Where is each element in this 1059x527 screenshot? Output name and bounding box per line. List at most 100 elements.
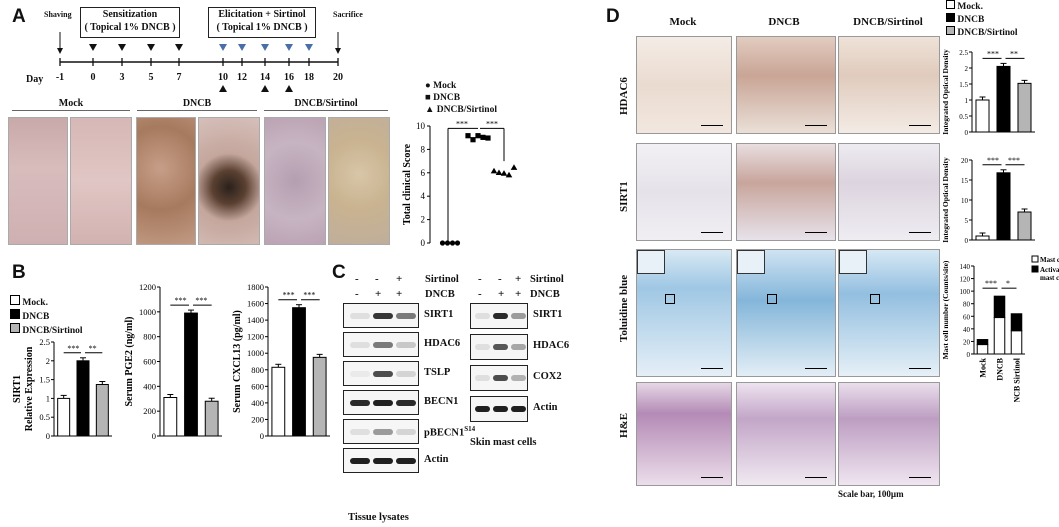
- day-tick-label: 5: [148, 72, 154, 83]
- y-axis-label: Serum PGE2 (ng/ml): [124, 317, 135, 407]
- scale-bar: [701, 476, 723, 478]
- photo-mock-1: [8, 117, 68, 245]
- y-tick-label: 400: [251, 398, 264, 408]
- scatter-point-dncb-sirtinol: [510, 164, 518, 170]
- y-tick-label: 4: [421, 191, 426, 201]
- histology-tile-r2-c1: [736, 249, 836, 377]
- x-tick-label: DNCB Sirtinol: [1013, 357, 1022, 402]
- lane-sign-dncb: +: [375, 288, 382, 300]
- row-toluidine: Toluidine blue: [618, 274, 630, 342]
- histology-tile-r0-c2: [838, 36, 940, 134]
- y-tick-label: 8: [421, 144, 426, 154]
- y-tick-label: 1000: [139, 307, 156, 317]
- scale-bar: [701, 367, 723, 369]
- down-triangle-icon: [219, 44, 227, 51]
- scatter-point-dncb: [480, 134, 486, 140]
- blot-band: [350, 313, 370, 319]
- sensitization-sub: ( Topical 1% DNCB ): [84, 22, 176, 33]
- lane-sign-dncb: +: [396, 288, 403, 300]
- sig-label: ***: [486, 119, 498, 128]
- y-tick-label: 1200: [247, 332, 264, 342]
- legend-d-mock: Mock.: [946, 0, 1018, 13]
- panel-c-letter: C: [332, 262, 346, 283]
- y-axis-label: Serum CXCL13 (pg/ml): [232, 310, 243, 413]
- y-tick-label: 1.5: [39, 375, 50, 385]
- blot-panel: [343, 303, 419, 328]
- scatter-point-dncb: [470, 137, 476, 143]
- photo-dncb-sirtinol-2: [328, 117, 390, 245]
- down-triangle-icon: [305, 44, 313, 51]
- legend-activated: Activated: [1040, 266, 1059, 274]
- stacked-bar: [1010, 330, 1023, 355]
- blot-band: [493, 344, 508, 350]
- bar: [204, 400, 219, 437]
- band-label-cox2: COX2: [533, 371, 562, 382]
- y-tick-label: 800: [143, 332, 156, 342]
- day-tick-label: 18: [304, 72, 314, 83]
- y-tick-label: 100: [960, 288, 971, 296]
- band-superscript: S14: [464, 425, 476, 433]
- blot-band: [396, 371, 416, 377]
- blot-band: [373, 371, 393, 377]
- photo-mock-2: [70, 117, 132, 245]
- blot-band: [373, 400, 393, 406]
- panel-b-legend: Mock. DNCB DNCB/Sirtinol: [10, 295, 83, 337]
- elicitation-sub: ( Topical 1% DNCB ): [216, 22, 308, 33]
- lane-sign-sirtinol: -: [355, 273, 359, 285]
- blot-panel: [470, 334, 528, 360]
- bar: [975, 235, 990, 241]
- day-label: Day: [26, 74, 44, 85]
- sig-label: ***: [195, 296, 207, 305]
- blot-band: [493, 313, 508, 319]
- y-tick-label: 20: [961, 157, 969, 165]
- bar: [1017, 211, 1032, 241]
- scale-bar: [805, 476, 827, 478]
- stacked-bar: [993, 295, 1006, 319]
- sig-label: **: [89, 344, 97, 353]
- day-tick-label: 14: [260, 72, 270, 83]
- blot-band: [373, 313, 393, 319]
- y-axis-label: Mast cell number (Counts/site): [941, 260, 950, 359]
- bar: [163, 397, 178, 437]
- row-sirt1: SIRT1: [618, 181, 630, 212]
- triangle-marker-icon: ▲: [425, 105, 435, 115]
- panel-b-letter: B: [12, 262, 26, 283]
- legend-mock: ● Mock: [425, 81, 457, 91]
- y-tick-label: 0: [421, 238, 426, 248]
- band-label-sirt1: SIRT1: [424, 309, 454, 320]
- blot-band: [396, 313, 416, 319]
- y-tick-label: 20: [963, 338, 971, 346]
- blot-band: [511, 344, 526, 350]
- mast-caption: Skin mast cells: [470, 437, 537, 448]
- blot-band: [373, 342, 393, 348]
- y-tick-label: 15: [961, 177, 969, 185]
- down-triangle-icon: [285, 44, 293, 51]
- scatter-point-mock: [439, 240, 446, 246]
- y-tick-label: 0: [967, 351, 971, 359]
- square-marker-icon: ■: [425, 93, 431, 103]
- blot-band: [350, 342, 370, 348]
- blot-panel: [343, 448, 419, 473]
- blot-panel: [343, 361, 419, 386]
- y-tick-label: 60: [963, 313, 971, 321]
- col-dncb-sirtinol: DNCB/Sirtinol: [853, 16, 923, 28]
- up-triangle-icon: [219, 85, 227, 92]
- down-triangle-icon: [261, 44, 269, 51]
- sensitization-title: Sensitization: [102, 9, 158, 20]
- lane-sign-sirtinol: +: [396, 273, 403, 285]
- sig-label: ***: [987, 49, 999, 58]
- y-tick-label: 0: [46, 431, 50, 441]
- sig-label: ***: [175, 296, 187, 305]
- scale-bar: [909, 124, 931, 126]
- inset-marker: [767, 294, 777, 304]
- bar: [996, 172, 1011, 241]
- band-label-pbecn1: pBECN1S14: [424, 425, 476, 439]
- y-tick-label: 2.5: [39, 337, 50, 347]
- sig-label: **: [1010, 49, 1018, 58]
- bar: [57, 397, 71, 437]
- blot-band: [373, 458, 393, 464]
- lane-sign-sirtinol: -: [478, 273, 482, 285]
- lane-sign-dncb: -: [478, 288, 482, 300]
- dncb-label-2: DNCB: [530, 289, 560, 300]
- dncb-label-1: DNCB: [425, 289, 455, 300]
